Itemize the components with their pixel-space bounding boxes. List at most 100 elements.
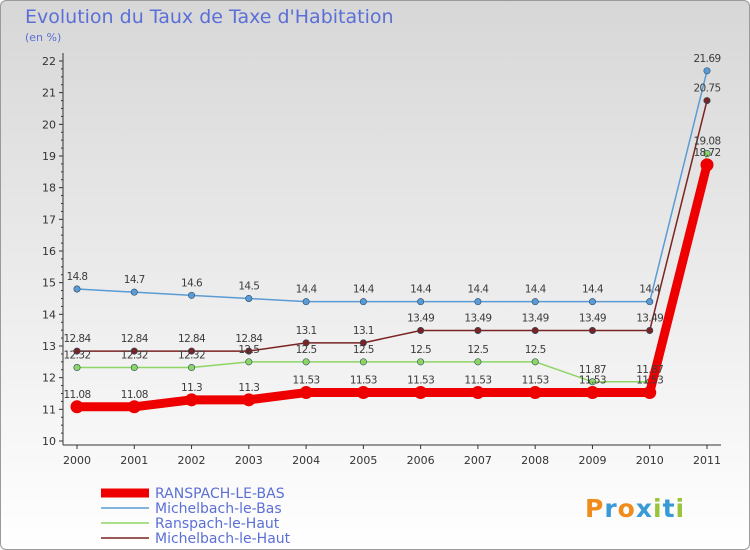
data-label: 19.08 xyxy=(693,135,720,147)
data-label: 11.53 xyxy=(350,375,377,387)
data-point xyxy=(531,326,539,334)
y-tick-label: 10 xyxy=(42,435,56,448)
y-tick-label: 19 xyxy=(42,150,56,163)
proxiti-logo: Proxiti xyxy=(585,494,685,523)
data-point xyxy=(245,358,253,366)
data-label: 12.5 xyxy=(525,344,546,356)
data-point xyxy=(646,298,654,306)
x-tick-label: 2000 xyxy=(63,454,91,467)
series-line-3 xyxy=(76,99,708,352)
y-tick-label: 22 xyxy=(42,55,56,68)
data-label: 12.5 xyxy=(467,344,488,356)
data-label: 12.32 xyxy=(121,350,148,362)
x-tick-label: 2001 xyxy=(120,454,148,467)
y-tick-label: 13 xyxy=(42,340,56,353)
data-point xyxy=(188,364,196,372)
y-tick-label: 12 xyxy=(42,372,56,385)
data-label: 11.53 xyxy=(464,375,491,387)
data-label: 12.84 xyxy=(121,333,149,345)
data-point xyxy=(531,358,539,366)
data-point xyxy=(471,386,485,400)
data-label: 12.84 xyxy=(63,333,91,345)
data-label: 14.4 xyxy=(353,284,375,296)
data-point xyxy=(359,298,367,306)
data-point xyxy=(245,294,253,302)
x-tick-label: 2011 xyxy=(693,454,721,467)
data-point xyxy=(703,97,711,105)
x-tick-label: 2008 xyxy=(521,454,549,467)
data-point xyxy=(643,386,657,400)
y-tick-label: 11 xyxy=(42,403,56,416)
data-point xyxy=(188,347,196,355)
data-label: 14.4 xyxy=(467,284,489,296)
y-tick-label: 16 xyxy=(42,245,56,258)
data-label: 11.53 xyxy=(636,375,663,387)
data-point xyxy=(73,347,81,355)
series-line-2 xyxy=(76,152,708,383)
data-point xyxy=(73,285,81,293)
data-point xyxy=(474,298,482,306)
data-point xyxy=(588,298,596,306)
data-label: 14.5 xyxy=(238,281,259,293)
data-label: 11.87 xyxy=(636,364,663,376)
data-point xyxy=(417,326,425,334)
data-point xyxy=(585,386,599,400)
data-point xyxy=(359,358,367,366)
data-point xyxy=(188,291,196,299)
data-label: 12.32 xyxy=(178,350,205,362)
data-point xyxy=(302,339,310,347)
data-label: 11.53 xyxy=(579,375,606,387)
data-point xyxy=(130,347,138,355)
data-label: 12.84 xyxy=(178,333,206,345)
data-point xyxy=(588,378,596,386)
data-point xyxy=(474,326,482,334)
data-label: 14.4 xyxy=(525,284,547,296)
data-label: 12.5 xyxy=(410,344,431,356)
data-point xyxy=(302,298,310,306)
x-tick-label: 2006 xyxy=(407,454,435,467)
data-point xyxy=(700,158,714,172)
y-tick-label: 15 xyxy=(42,277,56,290)
data-label: 12.5 xyxy=(353,344,374,356)
data-point xyxy=(703,67,711,75)
x-tick-label: 2002 xyxy=(178,454,206,467)
data-point xyxy=(302,358,310,366)
data-label: 11.53 xyxy=(293,375,320,387)
data-label: 12.5 xyxy=(296,344,317,356)
data-point xyxy=(356,386,370,400)
data-point xyxy=(588,326,596,334)
data-point xyxy=(703,149,711,157)
data-point xyxy=(130,288,138,296)
y-tick-label: 17 xyxy=(42,213,56,226)
data-label: 12.32 xyxy=(63,350,90,362)
data-label: 14.4 xyxy=(639,284,661,296)
data-label: 14.4 xyxy=(296,284,318,296)
x-tick-label: 2005 xyxy=(349,454,377,467)
data-label: 11.08 xyxy=(63,389,90,401)
x-tick-label: 2004 xyxy=(292,454,320,467)
x-tick-label: 2007 xyxy=(464,454,492,467)
y-tick-label: 20 xyxy=(42,118,56,131)
data-point xyxy=(70,400,84,414)
data-point xyxy=(528,386,542,400)
y-tick-label: 18 xyxy=(42,182,56,195)
data-label: 18.72 xyxy=(693,147,720,159)
data-point xyxy=(359,339,367,347)
data-label: 13.1 xyxy=(296,325,317,337)
data-point xyxy=(185,393,199,407)
data-label: 13.49 xyxy=(522,312,549,324)
chart-title: Evolution du Taux de Taxe d'Habitation xyxy=(25,6,394,28)
data-label: 14.4 xyxy=(410,284,432,296)
data-label: 21.69 xyxy=(693,53,720,65)
data-label: 12.5 xyxy=(238,344,259,356)
series-line-0 xyxy=(72,160,712,412)
data-label: 11.3 xyxy=(181,382,202,394)
data-point xyxy=(127,400,141,414)
data-label: 12.84 xyxy=(235,333,263,345)
data-label: 14.4 xyxy=(582,284,604,296)
series-line-1 xyxy=(76,70,708,303)
data-point xyxy=(414,386,428,400)
legend-label: Ranspach-le-Haut xyxy=(155,516,280,532)
